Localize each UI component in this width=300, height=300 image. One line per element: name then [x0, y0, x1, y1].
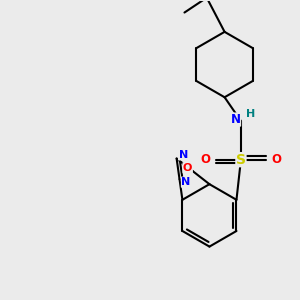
Text: N: N	[182, 177, 191, 187]
Text: S: S	[236, 153, 246, 167]
Text: O: O	[183, 163, 192, 173]
Text: H: H	[246, 109, 255, 118]
Text: N: N	[178, 150, 188, 160]
Text: O: O	[272, 153, 282, 166]
Text: N: N	[231, 113, 241, 126]
Text: O: O	[200, 153, 210, 166]
